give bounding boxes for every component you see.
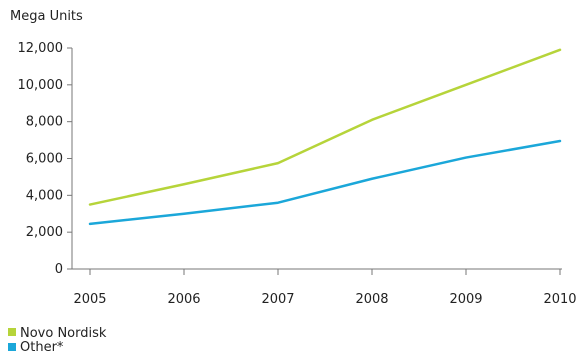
x-axis: 2005 2006 2007 2008 2009 2010 [72, 268, 577, 307]
y-axis-tick-label: 2,000 [26, 225, 63, 240]
y-axis-ticks [67, 47, 72, 270]
y-axis-tick-label: 4,000 [26, 188, 63, 203]
x-axis-tick-label: 2009 [449, 292, 482, 307]
y-axis-title: Mega Units [10, 9, 83, 24]
y-axis-tick-label: 8,000 [26, 115, 63, 130]
x-axis-tick-label: 2008 [355, 292, 388, 307]
x-axis-tick-label: 2010 [543, 292, 576, 307]
series-lines [88, 48, 562, 226]
legend-label-other: Other* [20, 340, 64, 355]
y-axis-tick-label: 10,000 [18, 78, 64, 93]
y-axis-tick-label: 0 [55, 262, 63, 277]
legend: Novo Nordisk Other* [8, 326, 107, 355]
legend-swatch-other [8, 343, 16, 351]
series-line-other [88, 139, 562, 226]
x-axis-tick-label: 2006 [167, 292, 200, 307]
legend-swatch-novo-nordisk [8, 328, 16, 336]
y-axis-tick-labels: 0 2,000 4,000 6,000 8,000 10,000 12,000 [18, 41, 64, 277]
legend-label-novo-nordisk: Novo Nordisk [20, 326, 107, 341]
x-axis-tick-label: 2007 [261, 292, 294, 307]
x-axis-tick-labels: 2005 2006 2007 2008 2009 2010 [73, 292, 576, 307]
y-axis-tick-label: 12,000 [18, 41, 64, 56]
x-axis-tick-label: 2005 [73, 292, 106, 307]
x-axis-ticks [89, 269, 561, 275]
y-axis-tick-label: 6,000 [26, 152, 63, 167]
series-line-novo-nordisk [88, 48, 562, 206]
y-axis: 0 2,000 4,000 6,000 8,000 10,000 12,000 [18, 41, 73, 277]
